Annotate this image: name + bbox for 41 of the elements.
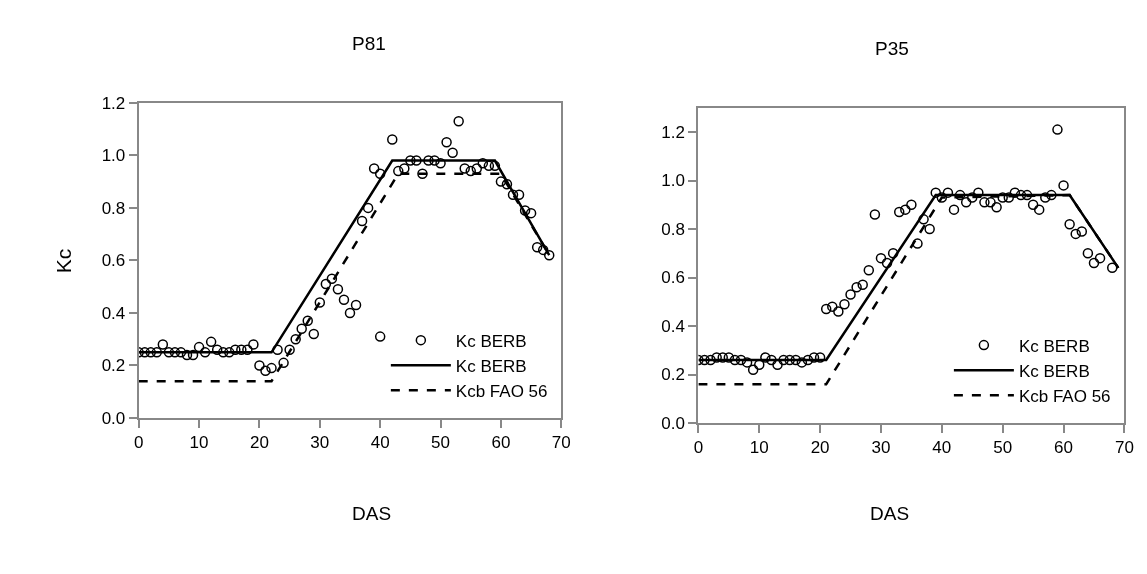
x-tick-label: 70 bbox=[551, 433, 571, 453]
legend-label: Kc BERB bbox=[1018, 336, 1090, 356]
y-tick-label: 0.8 bbox=[101, 198, 126, 218]
y-tick-label: 0.4 bbox=[661, 316, 685, 336]
x-tick-label: 10 bbox=[749, 438, 769, 458]
chart-title: P81 bbox=[352, 33, 386, 54]
x-tick-label: 0 bbox=[693, 438, 704, 458]
x-tick-label: 20 bbox=[249, 433, 269, 453]
y-tick-label: 1.2 bbox=[101, 93, 126, 113]
chart-title: P35 bbox=[875, 38, 909, 59]
x-tick-label: 30 bbox=[310, 433, 330, 453]
y-tick-label: 0.4 bbox=[101, 303, 126, 323]
x-tick-label: 50 bbox=[993, 438, 1013, 458]
y-tick-label: 1.2 bbox=[661, 122, 685, 142]
y-tick-label: 1.0 bbox=[101, 146, 126, 166]
x-tick-label: 40 bbox=[370, 433, 390, 453]
x-tick-label: 50 bbox=[431, 433, 451, 453]
x-tick-label: 60 bbox=[1054, 438, 1074, 458]
x-axis-title: DAS bbox=[352, 503, 392, 524]
x-tick-label: 0 bbox=[133, 433, 144, 453]
y-tick-label: 0.0 bbox=[661, 413, 685, 433]
legend-label: Kcb FAO 56 bbox=[455, 381, 548, 401]
y-axis-title: Kc bbox=[52, 248, 76, 274]
x-tick-label: 20 bbox=[810, 438, 830, 458]
legend-label: Kc BERB bbox=[455, 356, 527, 376]
y-tick-label: 0.2 bbox=[101, 356, 126, 376]
legend-label: Kc BERB bbox=[455, 331, 527, 351]
x-tick-label: 40 bbox=[932, 438, 952, 458]
y-tick-label: 0.6 bbox=[661, 268, 685, 288]
y-tick-label: 0.2 bbox=[661, 365, 685, 385]
legend-label: Kc BERB bbox=[1018, 361, 1090, 381]
legend-label: Kcb FAO 56 bbox=[1018, 386, 1111, 406]
x-tick-label: 70 bbox=[1114, 438, 1134, 458]
y-tick-label: 0.6 bbox=[101, 251, 126, 271]
y-tick-label: 1.0 bbox=[661, 171, 685, 191]
y-tick-label: 0.0 bbox=[101, 408, 126, 428]
y-tick-label: 0.8 bbox=[661, 219, 685, 239]
x-tick-label: 60 bbox=[491, 433, 511, 453]
x-tick-label: 30 bbox=[871, 438, 891, 458]
x-tick-label: 10 bbox=[189, 433, 209, 453]
x-axis-title: DAS bbox=[870, 503, 910, 524]
